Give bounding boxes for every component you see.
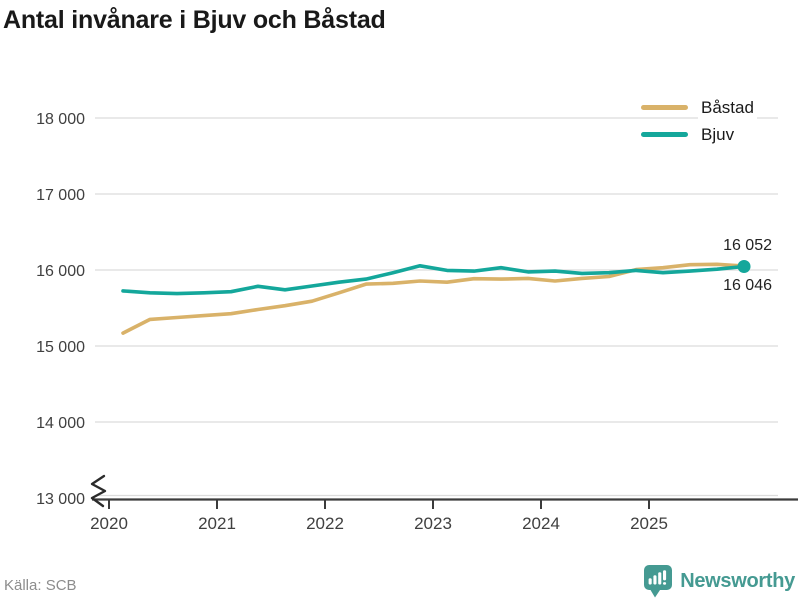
legend-item-bjuv: Bjuv [641,121,757,148]
y-tick-label: 14 000 [36,415,85,432]
last-point-marker [737,260,751,274]
legend: Båstad Bjuv [641,94,757,148]
y-tick-label: 13 000 [36,491,85,508]
x-tick-label: 2022 [306,514,344,533]
legend-item-bastad: Båstad [641,94,757,121]
legend-label-bastad: Båstad [698,95,757,120]
end-value-label-bjuv: 16 046 [723,277,772,294]
end-value-label-bastad: 16 052 [723,237,772,254]
y-tick-label: 17 000 [36,187,85,204]
legend-swatch-bastad [641,105,688,110]
y-tick-label: 15 000 [36,339,85,356]
brand-name: Newsworthy [680,569,795,592]
y-tick-label: 16 000 [36,263,85,280]
axis-break-icon [90,474,107,508]
legend-swatch-bjuv [641,132,688,137]
y-tick-label: 18 000 [36,111,85,128]
legend-label-bjuv: Bjuv [698,122,738,147]
x-tick-label: 2020 [90,514,128,533]
series-line-1 [121,263,746,296]
x-tick-label: 2025 [630,514,668,533]
series-line-0 [121,262,746,335]
x-tick-label: 2021 [198,514,236,533]
x-tick-label: 2023 [414,514,452,533]
page-title: Antal invånare i Bjuv och Båstad [3,6,386,34]
source-caption: Källa: SCB [4,577,77,594]
newsworthy-bubble-chart-icon [644,565,673,598]
x-tick-label: 2024 [522,514,560,533]
brand-logo-link[interactable]: Newsworthy [643,564,795,598]
